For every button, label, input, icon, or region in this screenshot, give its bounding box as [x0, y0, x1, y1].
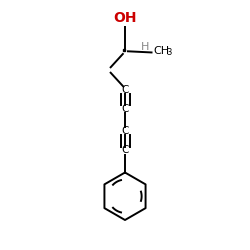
- Bar: [123, 48, 125, 50]
- Text: H: H: [141, 42, 150, 52]
- Text: C: C: [121, 85, 129, 95]
- Text: C: C: [121, 104, 129, 114]
- Text: C: C: [121, 145, 129, 155]
- Text: OH: OH: [113, 11, 137, 25]
- Text: C: C: [121, 126, 129, 136]
- Text: CH: CH: [154, 46, 170, 56]
- Text: 3: 3: [167, 48, 172, 57]
